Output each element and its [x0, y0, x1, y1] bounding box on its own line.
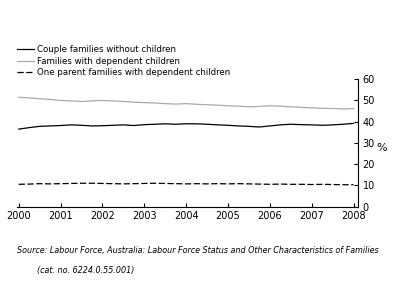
Text: (cat. no. 6224.0.55.001): (cat. no. 6224.0.55.001) [17, 266, 134, 275]
Text: Source: Labour Force, Australia: Labour Force Status and Other Characteristics o: Source: Labour Force, Australia: Labour … [17, 246, 378, 255]
Y-axis label: %: % [376, 143, 387, 153]
Legend: Couple families without children, Families with dependent children, One parent f: Couple families without children, Famili… [17, 45, 230, 77]
